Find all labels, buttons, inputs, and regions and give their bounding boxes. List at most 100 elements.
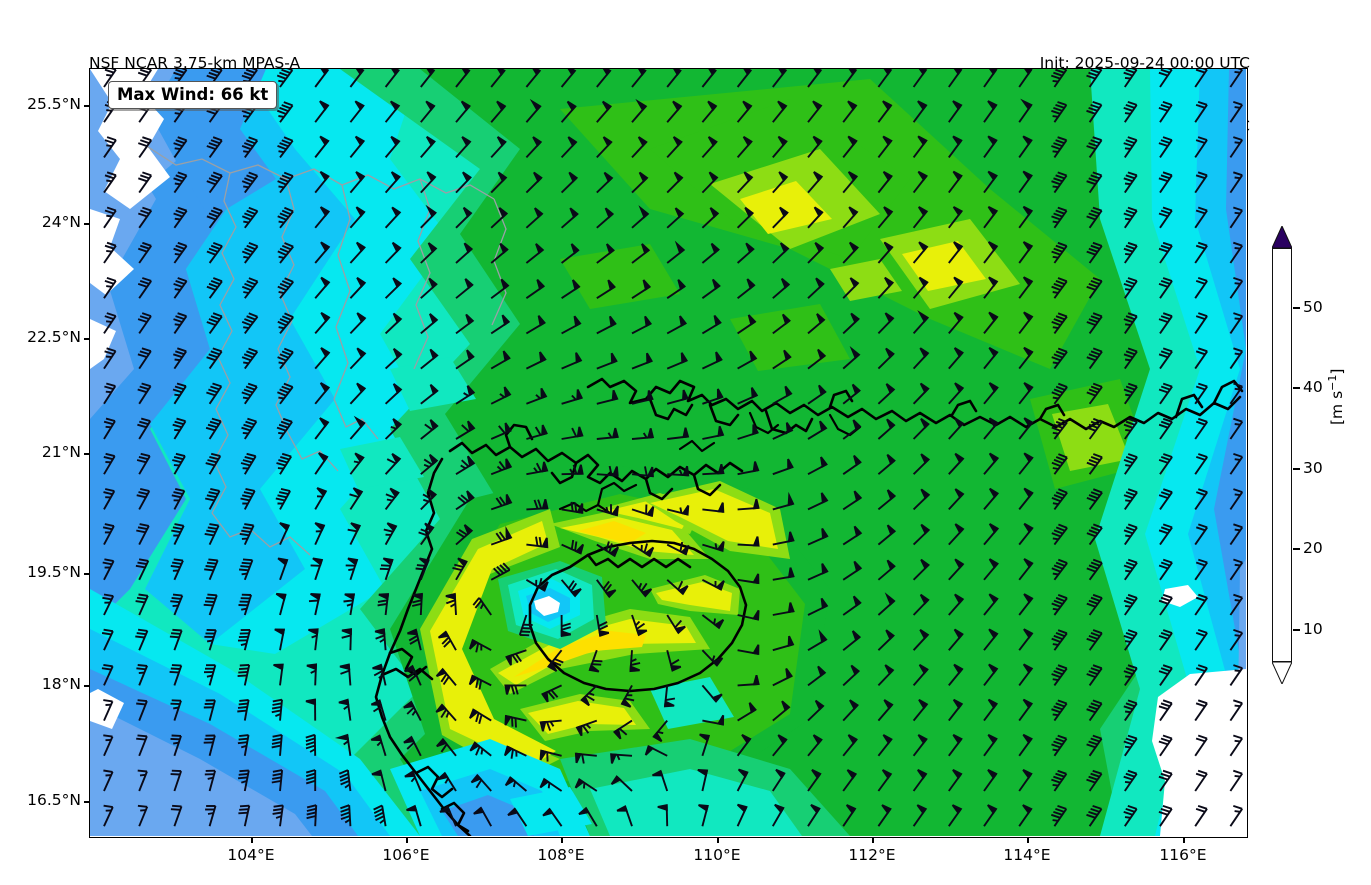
wind-barb xyxy=(137,171,153,194)
wind-barb xyxy=(560,100,577,123)
wind-barb xyxy=(384,453,402,475)
wind-barb xyxy=(137,417,152,440)
wind-barb xyxy=(1158,453,1173,475)
windspeed-contour-fill xyxy=(90,69,1246,836)
wind-barb xyxy=(877,312,895,335)
wind-barb xyxy=(384,135,401,159)
wind-barb xyxy=(1051,629,1068,651)
wind-barb xyxy=(103,488,116,510)
wind-barb xyxy=(277,312,294,334)
wind-barb xyxy=(912,804,928,827)
wind-barb xyxy=(1194,523,1208,546)
wind-barb xyxy=(807,804,821,827)
wind-barb xyxy=(1123,664,1138,686)
wind-barb xyxy=(842,560,863,581)
wind-barb xyxy=(1086,417,1103,440)
wind-barb xyxy=(452,557,468,581)
wind-barb xyxy=(173,277,188,299)
wind-barb xyxy=(343,593,356,616)
wind-barb xyxy=(912,663,929,687)
wind-barb xyxy=(842,171,859,194)
colorbar-min-arrow xyxy=(1272,662,1292,684)
wind-barb xyxy=(772,668,794,687)
wind-barb xyxy=(631,69,647,88)
wind-barb xyxy=(237,628,251,651)
wind-barb xyxy=(172,382,187,405)
wind-barb xyxy=(772,100,788,123)
wind-barb xyxy=(384,206,402,229)
wind-barb xyxy=(807,348,827,370)
wind-barb xyxy=(470,773,492,792)
wind-barb xyxy=(1158,382,1173,405)
wind-barb xyxy=(103,136,117,158)
wind-barb xyxy=(415,557,430,581)
wind-barb xyxy=(173,241,188,264)
wind-barb xyxy=(370,699,387,721)
wind-barb xyxy=(473,806,493,827)
wind-barb xyxy=(420,100,436,123)
wind-barb xyxy=(1123,417,1138,440)
wind-barb xyxy=(173,136,188,158)
wind-barb xyxy=(560,579,582,598)
wind-barb xyxy=(701,351,723,370)
map-plot-area[interactable] xyxy=(89,68,1248,838)
wind-barb xyxy=(547,649,564,672)
wind-barb xyxy=(136,734,148,757)
wind-barb xyxy=(420,171,437,194)
wind-barb xyxy=(772,491,795,511)
wind-barb xyxy=(1158,558,1173,581)
wind-barb xyxy=(1194,699,1208,722)
wind-barb xyxy=(842,454,862,475)
y-axis-tick-label: 22.5°N xyxy=(27,328,81,346)
wind-barb xyxy=(420,313,439,335)
wind-barb xyxy=(541,684,562,703)
wind-barb xyxy=(612,719,633,740)
wind-barb xyxy=(437,771,457,792)
wind-barb xyxy=(349,241,366,264)
wind-barb xyxy=(807,242,825,264)
wind-barb xyxy=(1123,382,1138,405)
wind-barb xyxy=(948,382,965,405)
wind-barb xyxy=(1018,628,1034,651)
wind-barb xyxy=(631,98,648,123)
wind-barb xyxy=(737,702,757,722)
x-axis-tick-mark xyxy=(406,838,408,843)
wind-barb xyxy=(455,349,475,370)
wind-barb xyxy=(983,804,998,827)
wind-barb xyxy=(877,100,893,123)
wind-barb xyxy=(877,524,897,546)
wind-barb xyxy=(948,769,963,792)
wind-barb xyxy=(807,769,822,792)
wind-barb xyxy=(203,593,218,616)
colorbar[interactable] xyxy=(1272,226,1292,684)
wind-barb xyxy=(807,420,828,440)
wind-barb xyxy=(137,804,149,827)
wind-barb xyxy=(948,488,965,511)
wind-barb xyxy=(1229,452,1244,475)
colorbar-max-arrow xyxy=(1272,226,1292,248)
wind-barb xyxy=(772,313,791,335)
wind-barb xyxy=(406,804,422,827)
colorbar-tick-label: 40 xyxy=(1303,378,1323,396)
wind-barb xyxy=(631,390,654,405)
wind-barb xyxy=(349,452,365,475)
wind-barb xyxy=(631,136,648,159)
wind-barb xyxy=(983,558,999,581)
wind-barb xyxy=(455,420,476,440)
wind-barb xyxy=(1194,417,1208,440)
wind-barb xyxy=(842,490,863,511)
wind-barb xyxy=(439,805,457,827)
wind-barb xyxy=(240,487,256,510)
wind-barb xyxy=(877,276,895,299)
wind-barb xyxy=(877,453,896,475)
wind-barb xyxy=(239,523,255,545)
wind-barb xyxy=(137,312,152,334)
wind-barb xyxy=(666,504,690,516)
wind-barb xyxy=(539,749,562,762)
wind-barb xyxy=(1051,734,1068,757)
wind-barb xyxy=(206,382,223,405)
wind-barb xyxy=(1158,593,1173,616)
wind-barb xyxy=(629,650,641,673)
wind-barb xyxy=(736,135,753,159)
wind-barb xyxy=(1086,277,1103,299)
